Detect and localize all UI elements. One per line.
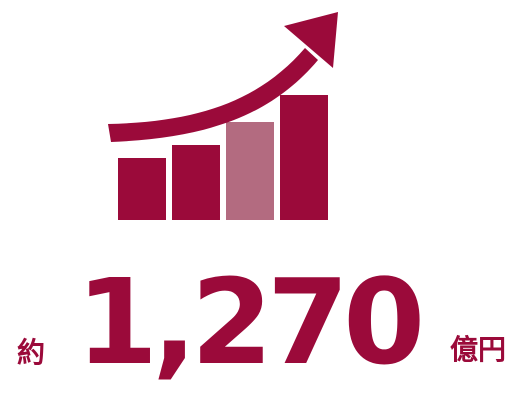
growth-chart-icon [108,12,338,220]
growth-bar-2 [172,145,220,220]
growth-bar-3-highlight [226,122,274,220]
amount-value: 1,270 [76,253,425,391]
growth-arrow-shaft [108,48,318,142]
growth-bar-4 [280,95,328,220]
growth-bar-1 [118,158,166,220]
amount-unit: 億円 [450,333,507,366]
amount-prefix: 約 [17,336,46,369]
growth-bars [118,95,328,220]
growth-arrow-head [284,12,338,68]
